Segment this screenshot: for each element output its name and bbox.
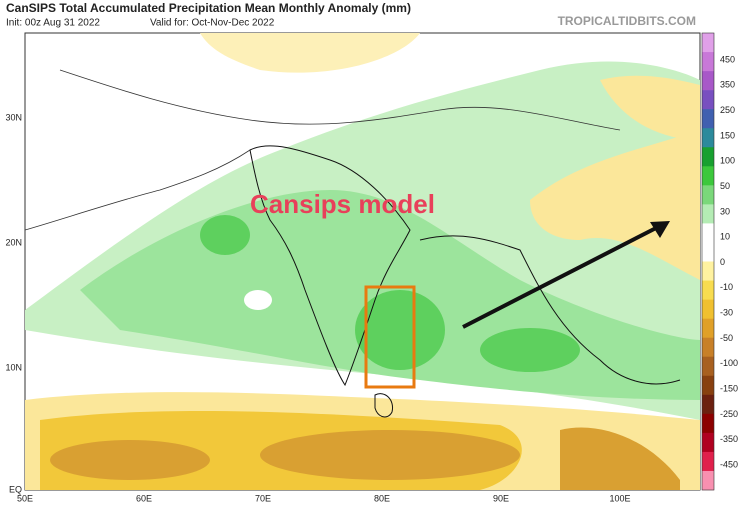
colorbar-swatch bbox=[702, 147, 714, 167]
colorbar-swatch bbox=[702, 394, 714, 415]
colorbar-swatch bbox=[702, 109, 714, 129]
colorbar-swatch bbox=[702, 52, 714, 72]
lat-label: EQ bbox=[9, 484, 22, 494]
lon-label: 80E bbox=[374, 493, 390, 503]
green-core bbox=[480, 328, 580, 372]
colorbar-swatch bbox=[702, 413, 714, 434]
colorbar-label: 10 bbox=[720, 232, 730, 242]
colorbar-swatch bbox=[702, 223, 714, 243]
lon-label: 90E bbox=[493, 493, 509, 503]
colorbar-swatch bbox=[702, 33, 714, 53]
colorbar-swatch bbox=[702, 185, 714, 205]
lon-labels: 50E 60E 70E 80E 90E 100E bbox=[17, 493, 631, 503]
colorbar-label: -350 bbox=[720, 434, 738, 444]
white-spot bbox=[244, 290, 272, 310]
init-text: Init: 00z Aug 31 2022 bbox=[6, 18, 100, 29]
colorbar-swatch bbox=[702, 242, 714, 262]
colorbar-swatch bbox=[702, 90, 714, 110]
colorbar-label: 100 bbox=[720, 156, 735, 166]
colorbar-swatch bbox=[702, 261, 714, 281]
colorbar-swatch bbox=[702, 451, 714, 472]
yellow-area bbox=[530, 130, 700, 280]
colorbar-swatch bbox=[702, 280, 714, 300]
colorbar-label: 30 bbox=[720, 206, 730, 216]
lat-labels: 30N 20N 10N EQ bbox=[5, 112, 22, 494]
map: Cansips model bbox=[24, 32, 701, 491]
colorbar-label: 350 bbox=[720, 80, 735, 90]
colorbar-label: 450 bbox=[720, 54, 735, 64]
colorbar-label: 0 bbox=[720, 257, 725, 267]
annotation: Cansips model bbox=[250, 189, 435, 219]
lat-label: 20N bbox=[5, 237, 22, 247]
colorbar-swatch bbox=[702, 166, 714, 186]
lon-label: 60E bbox=[136, 493, 152, 503]
colorbar-label: -250 bbox=[720, 409, 738, 419]
brown-area bbox=[50, 440, 210, 480]
colorbar-swatch bbox=[702, 128, 714, 148]
colorbar-swatch bbox=[702, 204, 714, 224]
colorbar-swatch bbox=[702, 71, 714, 91]
colorbar-label: -50 bbox=[720, 333, 733, 343]
watermark: TROPICALTIDBITS.COM bbox=[558, 14, 696, 28]
title: CanSIPS Total Accumulated Precipitation … bbox=[6, 1, 411, 15]
arrow-head bbox=[650, 221, 670, 238]
brown-area bbox=[560, 427, 680, 490]
colorbar-swatch bbox=[702, 432, 714, 453]
colorbar-swatch bbox=[702, 299, 714, 319]
yellow-area bbox=[200, 33, 420, 73]
colorbar-swatch bbox=[702, 375, 714, 396]
colorbar-swatch bbox=[702, 318, 714, 338]
brown-area bbox=[260, 430, 520, 480]
colorbar: 4503502501501005030100-10-30-50-100-150-… bbox=[701, 32, 738, 491]
green-core bbox=[200, 215, 250, 255]
lon-label: 100E bbox=[609, 493, 630, 503]
lat-label: 10N bbox=[5, 362, 22, 372]
colorbar-label: 150 bbox=[720, 130, 735, 140]
lon-label: 50E bbox=[17, 493, 33, 503]
lat-label: 30N bbox=[5, 112, 22, 122]
colorbar-label: -450 bbox=[720, 459, 738, 469]
coastline bbox=[374, 393, 394, 418]
colorbar-label: -100 bbox=[720, 358, 738, 368]
colorbar-frame bbox=[701, 32, 715, 491]
colorbar-label: -30 bbox=[720, 308, 733, 318]
coastline bbox=[249, 145, 411, 387]
colorbar-label: 250 bbox=[720, 105, 735, 115]
colorbar-swatch bbox=[702, 470, 714, 491]
border bbox=[25, 69, 621, 231]
colorbar-label: -150 bbox=[720, 383, 738, 393]
coastline bbox=[419, 235, 681, 385]
colorbar-label: -10 bbox=[720, 282, 733, 292]
valid-text: Valid for: Oct-Nov-Dec 2022 bbox=[150, 18, 275, 29]
lon-label: 70E bbox=[255, 493, 271, 503]
colorbar-swatch bbox=[702, 337, 714, 358]
highlight-box bbox=[364, 285, 416, 389]
green-core bbox=[355, 290, 445, 370]
colorbar-label: 50 bbox=[720, 181, 730, 191]
colorbar-swatch bbox=[702, 356, 714, 377]
yellow-area bbox=[600, 75, 700, 140]
arrow-line bbox=[462, 225, 659, 329]
